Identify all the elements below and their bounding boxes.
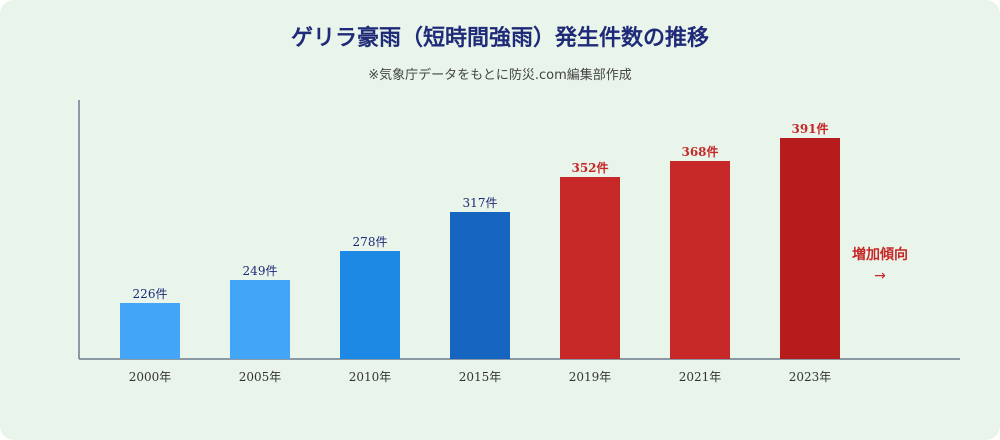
bar-value-label: 226件: [133, 287, 168, 301]
trend-arrow-icon: →: [874, 268, 886, 284]
bar-value-label: 391件: [791, 121, 828, 136]
bar-value-label: 352件: [571, 160, 608, 175]
bar: [670, 161, 730, 359]
x-tick-label: 2023年: [789, 370, 832, 384]
trend-label: 増加傾向: [852, 247, 908, 263]
bar: [780, 138, 840, 359]
bar-value-label: 278件: [353, 235, 388, 249]
chart-title: ゲリラ豪雨（短時間強雨）発生件数の推移: [290, 26, 709, 51]
bar: [120, 303, 180, 359]
x-tick-label: 2019年: [569, 370, 612, 384]
bar-value-label: 249件: [243, 264, 278, 278]
bar: [450, 212, 510, 359]
bar-value-label: 317件: [463, 196, 498, 210]
x-tick-label: 2015年: [459, 370, 502, 384]
bar: [230, 280, 290, 359]
bar: [560, 177, 620, 359]
x-tick-label: 2021年: [679, 370, 722, 384]
trend-annotation: 増加傾向 →: [832, 244, 928, 284]
chart-subtitle: ※気象庁データをもとに防災.com編集部作成: [368, 68, 632, 83]
x-tick-label: 2000年: [129, 370, 172, 384]
bar-value-label: 368件: [681, 144, 718, 159]
x-tick-label: 2005年: [239, 370, 282, 384]
x-tick-label: 2010年: [349, 370, 392, 384]
bar: [340, 251, 400, 359]
